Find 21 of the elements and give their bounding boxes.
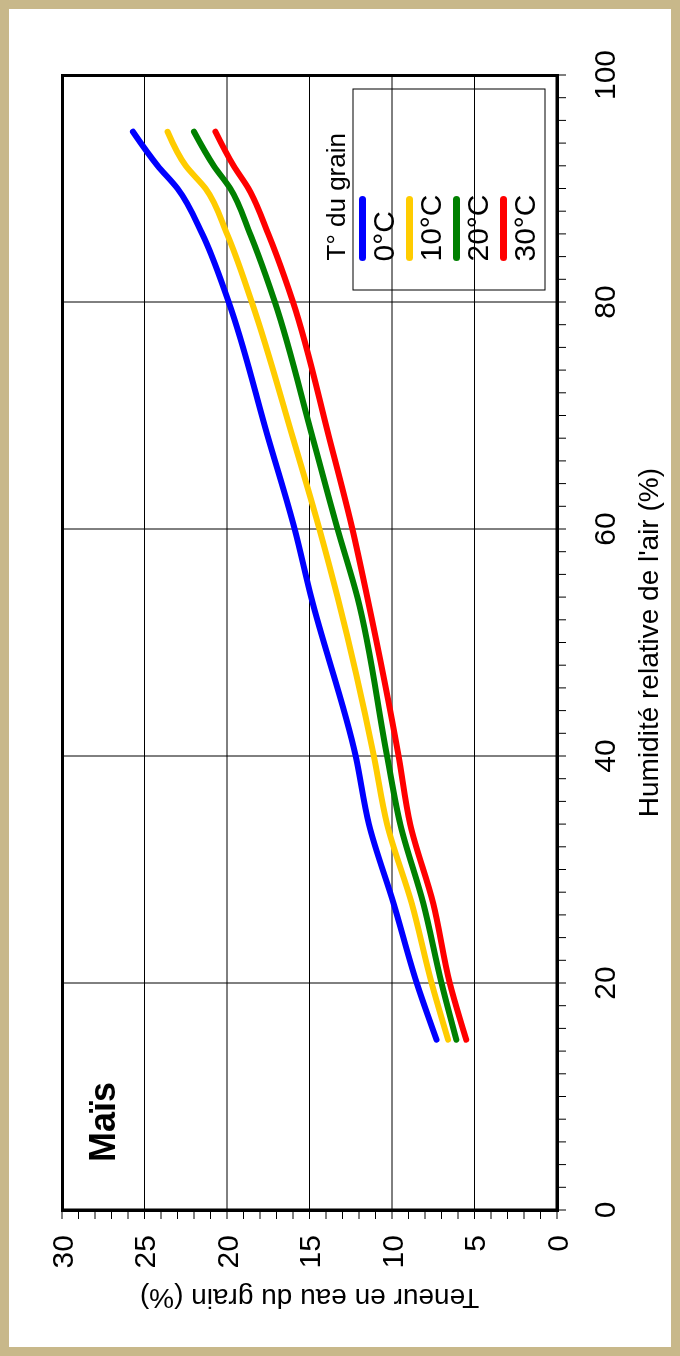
- legend-label: 10°C: [413, 193, 447, 261]
- x-tick-label: 10: [375, 1235, 409, 1269]
- x-axis-title: Teneur en eau du grain (%): [138, 1282, 481, 1314]
- text: Maïs: [82, 1081, 124, 1162]
- x-tick-label: 15: [293, 1235, 326, 1269]
- legend-label: 20°C: [459, 193, 493, 261]
- legend-label: 30°C: [506, 193, 540, 261]
- x-tick-label: 20: [210, 1235, 244, 1269]
- y-tick-label: 100: [587, 49, 621, 101]
- y-tick-label: 60: [587, 512, 621, 546]
- legend-label: 0°C: [366, 210, 400, 261]
- x-tick-label: 25: [128, 1235, 161, 1269]
- y-tick-label: 80: [587, 285, 621, 319]
- x-tick-label: 30: [45, 1235, 79, 1269]
- legend-title: T° du grain: [320, 132, 350, 260]
- y-tick-label: 20: [587, 966, 621, 1000]
- y-tick-label: 0: [587, 1201, 621, 1219]
- y-axis-title: Humidité relative de l'air (%): [633, 467, 665, 818]
- y-tick-label: 40: [587, 739, 621, 773]
- x-tick-label: 0: [540, 1235, 574, 1252]
- x-tick-label: 5: [458, 1235, 491, 1252]
